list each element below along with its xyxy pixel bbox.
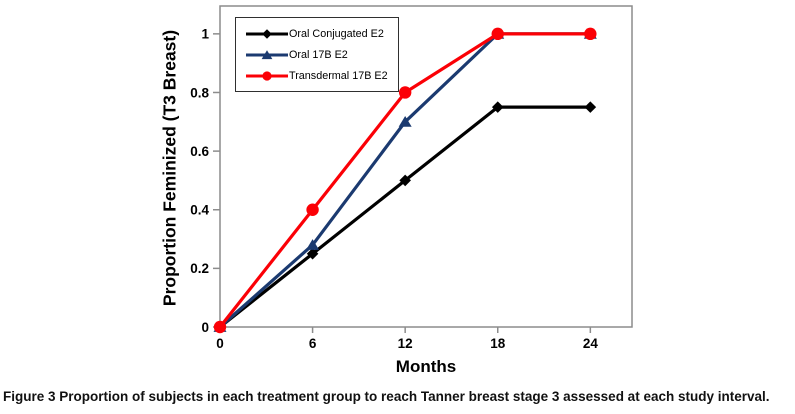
legend-item: Oral Conjugated E2 bbox=[245, 23, 388, 44]
legend-marker-triangle bbox=[246, 49, 288, 59]
y-tick-label: 0.8 bbox=[190, 85, 209, 100]
data-point bbox=[584, 27, 597, 41]
y-tick-label: 1 bbox=[201, 27, 209, 42]
figure-caption: Figure 3 Proportion of subjects in each … bbox=[3, 389, 793, 406]
x-tick-label: 18 bbox=[490, 336, 506, 351]
legend-label: Oral Conjugated E2 bbox=[289, 27, 384, 40]
data-point bbox=[398, 86, 412, 99]
y-tick-label: 0.2 bbox=[190, 261, 209, 276]
series-line bbox=[219, 105, 591, 329]
data-point bbox=[491, 27, 504, 41]
figure-caption-text: Proportion of subjects in each treatment… bbox=[59, 389, 770, 404]
data-point bbox=[306, 203, 319, 216]
plot-area-border bbox=[219, 5, 633, 328]
x-tick-label: 0 bbox=[216, 336, 224, 351]
legend-marker-glyph bbox=[262, 28, 272, 39]
chart-figure: Proportion Feminized (T3 Breast) 0 0.2 0.4… bbox=[160, 5, 633, 376]
x-tick-label: 24 bbox=[583, 336, 599, 351]
legend-marker-circle bbox=[246, 70, 288, 81]
y-tick-label: 0.6 bbox=[190, 144, 209, 159]
chart-canvas: 0 0.2 0.4 0.6 0.8 1 0 6 12 18 24 bbox=[190, 5, 633, 351]
data-point bbox=[306, 239, 320, 250]
data-point bbox=[398, 115, 412, 127]
x-tick-label: 12 bbox=[398, 336, 413, 351]
data-point bbox=[491, 101, 504, 113]
data-point bbox=[399, 174, 411, 187]
legend-item: Transdermal 17B E2 bbox=[245, 65, 388, 86]
x-axis-title: Months bbox=[395, 357, 457, 376]
legend: Oral Conjugated E2 Oral 17B E2 Transdermal… bbox=[235, 17, 399, 92]
data-point bbox=[306, 247, 319, 260]
x-tick-label: 6 bbox=[309, 336, 317, 351]
legend-label: Transdermal 17B E2 bbox=[289, 69, 388, 82]
legend-label: Oral 17B E2 bbox=[289, 48, 348, 61]
figure-caption-label: Figure 3 bbox=[3, 389, 56, 404]
data-point bbox=[584, 101, 597, 113]
legend-marker-diamond bbox=[246, 28, 288, 39]
legend-marker-glyph bbox=[262, 70, 272, 81]
legend-marker-glyph bbox=[261, 49, 273, 59]
legend-item: Oral 17B E2 bbox=[245, 44, 388, 65]
y-tick-label: 0 bbox=[201, 320, 209, 335]
data-point bbox=[213, 320, 227, 334]
y-tick-label: 0.4 bbox=[190, 203, 209, 218]
